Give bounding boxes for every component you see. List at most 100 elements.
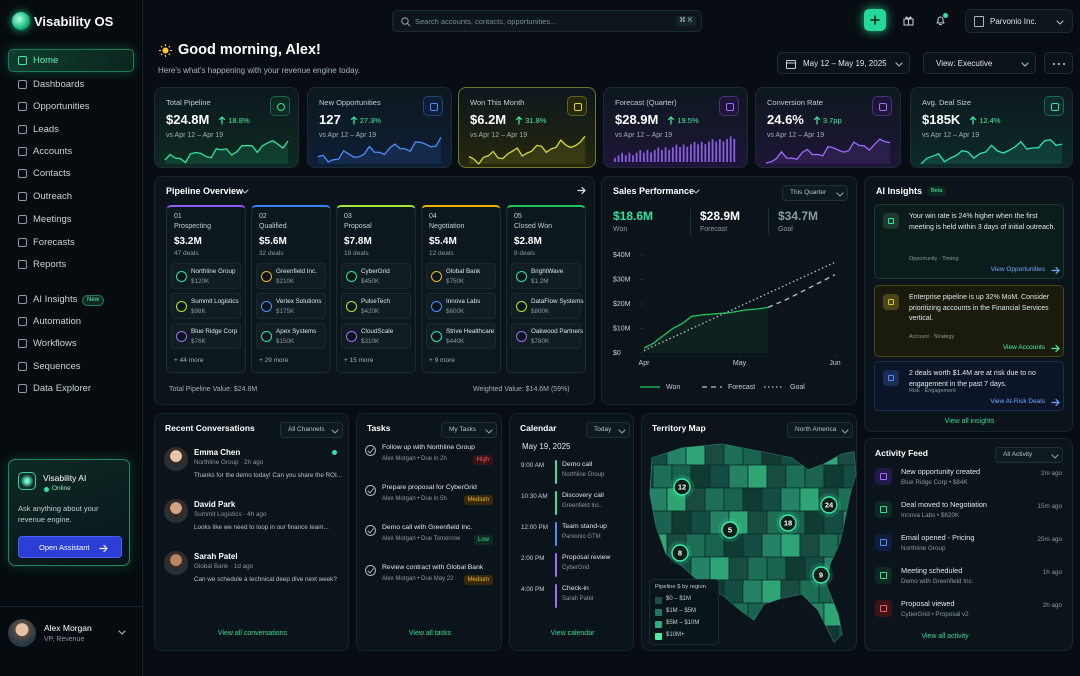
deal-card: Apex Systems $150K — [256, 323, 326, 349]
region — [761, 625, 782, 642]
spark-bar — [693, 141, 696, 162]
user-menu-chevron — [118, 630, 126, 635]
org-switcher[interactable]: Parvonio Inc. — [965, 9, 1073, 33]
region — [766, 602, 787, 627]
nav-item[interactable]: Leads — [33, 124, 59, 135]
deal-name: Apex Systems — [276, 328, 317, 335]
marker-label: 8 — [678, 548, 682, 557]
priority-tag: Medium — [463, 495, 493, 506]
insight-glyph — [888, 218, 894, 224]
nav-icon — [18, 215, 27, 224]
insight-link[interactable]: View Opportunities — [990, 266, 1045, 273]
sparkline — [920, 138, 1063, 165]
insight-text: 2 deals worth $1.4M are at risk due to n… — [909, 370, 1036, 388]
event-bar — [555, 522, 557, 546]
deal-icon — [431, 271, 442, 282]
nav-item[interactable]: Home — [33, 55, 59, 66]
insight-link[interactable]: View At-Risk Deals — [990, 398, 1045, 405]
nav-item[interactable]: Reports — [33, 259, 67, 270]
activity-title: Deal moved to Negotiation — [901, 500, 987, 509]
spark-bar — [722, 141, 725, 162]
deal-card: CloudScale $310K — [341, 323, 411, 349]
filter-label: Today — [594, 426, 612, 433]
spark-bar — [718, 139, 721, 162]
series-line — [643, 261, 836, 352]
kpi-change: 31.8% — [525, 116, 547, 125]
event-subtitle: CyberGrid — [562, 565, 590, 571]
region — [818, 625, 839, 642]
spark-bar — [617, 155, 620, 162]
pipeline-panel: Pipeline Overview 01 Prospecting $3.2M 47 de… — [154, 176, 595, 405]
calendar-date: May 19, 2025 — [522, 442, 571, 451]
footer-link[interactable]: View all insights — [944, 418, 995, 425]
search-box[interactable]: Search accounts, contacts, opportunities… — [392, 10, 702, 32]
footer-link[interactable]: View all tasks — [408, 630, 452, 637]
filter-dropdown[interactable]: Today — [586, 422, 630, 438]
won-area — [644, 307, 769, 353]
footer-link[interactable]: View all conversations — [217, 630, 288, 637]
filter-dropdown[interactable]: This Quarter — [782, 185, 848, 201]
deal-value: $310K — [361, 338, 380, 345]
deal-card: BrightWave $1.2M — [511, 263, 581, 289]
filter-dropdown[interactable]: My Tasks — [441, 422, 497, 438]
activity-icon — [875, 534, 892, 551]
footer-link[interactable]: View calendar — [550, 630, 595, 637]
kpi-label: Total Pipeline — [166, 98, 211, 107]
deal-icon — [261, 301, 272, 312]
spark-area — [318, 137, 441, 164]
sparkline — [468, 135, 586, 166]
nav-item[interactable]: Data Explorer — [33, 383, 92, 394]
event-time: 2:00 PM — [521, 555, 545, 562]
nav-item[interactable]: Outreach — [33, 191, 73, 202]
stat-label: Goal — [778, 226, 793, 233]
event-bar — [555, 553, 557, 577]
footer-link[interactable]: View all activity — [921, 633, 969, 640]
sales-chart: $0 $10M $20M $30M $40M Apr May Jun Won Forecast Go… — [613, 252, 841, 391]
region — [652, 464, 673, 489]
activity-icon — [875, 600, 892, 617]
date-range-picker[interactable]: May 12 – May 19, 2025 — [777, 52, 910, 74]
stage-name: Prospecting — [174, 223, 211, 230]
view-selector[interactable]: View: Executive — [923, 52, 1036, 74]
kpi-icon — [872, 96, 892, 116]
chevron-path — [485, 429, 493, 434]
nav-item[interactable]: Accounts — [33, 146, 73, 157]
filter-label: North America — [795, 426, 837, 433]
open-assistant-button[interactable]: Open Assistant — [18, 536, 122, 558]
chevron — [1051, 454, 1059, 459]
nav-item[interactable]: Opportunities — [33, 101, 90, 112]
nav-icon — [18, 125, 27, 134]
arrow-path — [1051, 344, 1060, 353]
task-title: Prepare proposal for CyberGrid — [382, 484, 477, 491]
deal-name: CyberGrid — [361, 268, 390, 275]
nav-item[interactable]: Automation — [33, 316, 82, 327]
nav-item[interactable]: Forecasts — [33, 237, 75, 248]
filter-dropdown[interactable]: North America — [787, 422, 853, 438]
filter-dropdown[interactable]: All Activity — [995, 447, 1063, 463]
nav-item[interactable]: Dashboards — [33, 79, 85, 90]
nav-item[interactable]: Contacts — [33, 168, 71, 179]
nav-item[interactable]: Meetings — [33, 214, 72, 225]
insight-icon — [883, 370, 899, 386]
filter-dropdown[interactable]: All Channels — [280, 422, 343, 438]
region — [785, 602, 806, 627]
nav-item[interactable]: Workflows — [33, 338, 77, 349]
region — [799, 487, 820, 512]
region — [685, 444, 706, 466]
spark-bar — [708, 141, 710, 162]
more-button[interactable] — [1044, 52, 1073, 74]
add-button[interactable] — [864, 9, 886, 31]
stage-more: + 9 more — [429, 357, 455, 364]
event-subtitle: Northline Group — [562, 472, 605, 478]
insight-link[interactable]: View Accounts — [1002, 344, 1045, 351]
deal-name: CloudScale — [361, 328, 394, 335]
legend-swatch — [655, 621, 662, 628]
nav-item[interactable]: AI Insights — [33, 294, 78, 305]
deal-card: Global Bank $750K — [426, 263, 496, 289]
stage-more: + 44 more — [174, 357, 204, 364]
series-line — [643, 306, 769, 349]
nav-item[interactable]: Sequences — [33, 361, 81, 372]
deal-card: PulseTech $420K — [341, 293, 411, 319]
nav-active-bg — [8, 49, 134, 72]
stage-value: $5.4M — [429, 236, 457, 247]
